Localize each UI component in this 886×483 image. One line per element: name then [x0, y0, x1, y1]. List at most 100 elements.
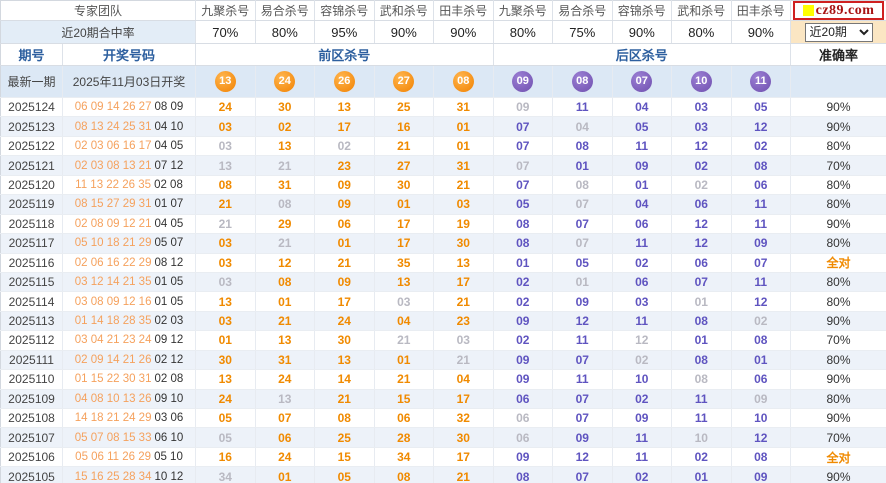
- table-row: 2025111 02 09 14 21 26 02 12 30 31 13 01 21 09 07…: [0, 350, 886, 371]
- back-draw-numbers: 06 10: [154, 431, 184, 444]
- period-filter-cell: 近20期: [790, 20, 886, 44]
- kill-correct-back: 06: [612, 214, 673, 235]
- back-draw-numbers: 08 09: [154, 101, 184, 114]
- back-draw-numbers: 02 08: [154, 373, 184, 386]
- back-draw-numbers: 02 03: [154, 315, 184, 328]
- hit-rate-value-8: 80%: [671, 20, 732, 44]
- table-row: 2025120 11 13 22 26 35 02 08 08 31 09 30 21 07 08…: [0, 175, 886, 196]
- column-header-accuracy: 准确率: [790, 43, 886, 66]
- period-number: 2025117: [0, 233, 63, 254]
- kill-correct-back: 01: [671, 330, 732, 351]
- accuracy-value: 80%: [790, 175, 886, 196]
- kill-correct-front: 21: [433, 175, 494, 196]
- kill-correct-back: 03: [671, 116, 732, 137]
- kill-correct-back: 05: [493, 194, 554, 215]
- kill-correct-front: 23: [314, 155, 375, 176]
- back-draw-numbers: 08 12: [154, 256, 184, 269]
- kill-missed: 34: [195, 466, 256, 483]
- expert-header-front-0: 九聚杀号: [195, 0, 256, 21]
- kill-correct-front: 12: [255, 253, 316, 273]
- latest-front-ball-cell-4: 08: [433, 65, 494, 98]
- kill-correct-front: 30: [314, 330, 375, 351]
- kill-correct-front: 24: [255, 447, 316, 468]
- kill-correct-back: 06: [671, 194, 732, 215]
- kill-correct-back: 07: [552, 466, 613, 483]
- kill-missed: 21: [374, 330, 435, 351]
- accuracy-value: 80%: [790, 136, 886, 157]
- kill-correct-front: 30: [433, 427, 494, 448]
- latest-back-ball-cell-4: 11: [731, 65, 792, 98]
- kill-correct-front: 01: [374, 194, 435, 215]
- draw-numbers: 03 04 21 23 24 09 12: [62, 330, 197, 351]
- kill-correct-back: 02: [671, 155, 732, 176]
- kill-missed: 04: [552, 116, 613, 137]
- draw-numbers: 02 03 08 13 21 07 12: [62, 155, 197, 176]
- kill-correct-front: 03: [195, 233, 256, 254]
- kill-correct-front: 17: [314, 116, 375, 137]
- front-draw-numbers: 08 13 24 25 31: [74, 120, 152, 133]
- latest-row: 最新一期 2025年11月03日开奖 13 24 26 27 08 09 08 07 10 11: [0, 65, 886, 98]
- draw-numbers: 02 08 09 12 21 04 05: [62, 214, 197, 235]
- back-ball: 08: [571, 71, 593, 92]
- accuracy-value: 90%: [790, 116, 886, 137]
- kill-correct-front: 24: [195, 389, 256, 410]
- back-draw-numbers: 04 10: [154, 120, 184, 133]
- draw-numbers: 03 12 14 21 35 01 05: [62, 272, 197, 293]
- draw-numbers: 01 14 18 28 35 02 03: [62, 311, 197, 332]
- kill-correct-back: 12: [731, 427, 792, 448]
- kill-correct-front: 24: [195, 97, 256, 118]
- accuracy-value: 全对: [790, 447, 886, 468]
- kill-missed: 09: [493, 97, 554, 118]
- kill-correct-back: 09: [612, 155, 673, 176]
- site-logo[interactable]: cz89.com: [793, 1, 885, 20]
- accuracy-value: 80%: [790, 350, 886, 371]
- back-draw-numbers: 02 12: [154, 353, 184, 366]
- kill-correct-front: 05: [195, 408, 256, 429]
- latest-front-ball-cell-2: 26: [314, 65, 375, 98]
- logo-text: cz89.com: [815, 3, 875, 18]
- kill-correct-front: 13: [255, 330, 316, 351]
- kill-correct-front: 30: [433, 233, 494, 254]
- kill-correct-back: 08: [671, 311, 732, 332]
- front-draw-numbers: 05 06 11 26 29: [75, 451, 152, 464]
- draw-numbers: 03 08 09 12 16 01 05: [62, 291, 197, 312]
- kill-correct-front: 07: [255, 408, 316, 429]
- accuracy-value: 80%: [790, 291, 886, 312]
- front-draw-numbers: 11 13 22 26 35: [75, 178, 152, 191]
- table-row: 2025119 08 15 27 29 31 01 07 21 08 09 01 03 05 07…: [0, 194, 886, 215]
- period-number: 2025115: [0, 272, 63, 293]
- kill-correct-back: 11: [731, 194, 792, 215]
- back-draw-numbers: 02 08: [154, 178, 183, 191]
- table-row: 2025110 01 15 22 30 31 02 08 13 24 14 21 04 09 11…: [0, 369, 886, 390]
- kill-correct-front: 13: [314, 97, 375, 118]
- kill-correct-back: 01: [671, 466, 732, 483]
- draw-numbers: 05 06 11 26 29 05 10: [62, 447, 197, 468]
- draw-numbers: 04 08 10 13 26 09 10: [62, 389, 197, 410]
- kill-correct-front: 31: [433, 155, 494, 176]
- accuracy-value: 全对: [790, 253, 886, 273]
- back-ball: 11: [750, 71, 772, 92]
- accuracy-value: 80%: [790, 272, 886, 293]
- kill-correct-back: 10: [731, 408, 792, 429]
- kill-correct-front: 30: [374, 175, 435, 196]
- latest-back-ball-cell-0: 09: [493, 65, 554, 98]
- front-draw-numbers: 02 08 09 12 21: [74, 217, 152, 230]
- draw-numbers: 05 07 08 15 33 06 10: [62, 427, 197, 448]
- logo-cell: cz89.com: [790, 0, 886, 21]
- kill-correct-back: 09: [552, 291, 613, 312]
- front-draw-numbers: 04 08 10 13 26: [74, 392, 152, 405]
- table-row: 2025113 01 14 18 28 35 02 03 03 21 24 04 23 09 12…: [0, 311, 886, 332]
- front-draw-numbers: 02 09 14 21 26: [74, 353, 152, 366]
- kill-missed: 08: [671, 369, 732, 390]
- expert-header-back-1: 易合杀号: [552, 0, 613, 21]
- expert-header-back-0: 九聚杀号: [493, 0, 554, 21]
- table-row: 2025106 05 06 11 26 29 05 10 16 24 15 34 17 09 12…: [0, 447, 886, 468]
- period-filter-select[interactable]: 近20期: [804, 22, 873, 42]
- draw-numbers: 08 15 27 29 31 01 07: [62, 194, 197, 215]
- period-number: 2025119: [0, 194, 63, 215]
- kill-correct-front: 31: [433, 97, 494, 118]
- kill-correct-back: 09: [493, 311, 554, 332]
- period-number: 2025110: [0, 369, 63, 390]
- kill-correct-back: 08: [493, 214, 554, 235]
- kill-correct-front: 01: [374, 350, 435, 371]
